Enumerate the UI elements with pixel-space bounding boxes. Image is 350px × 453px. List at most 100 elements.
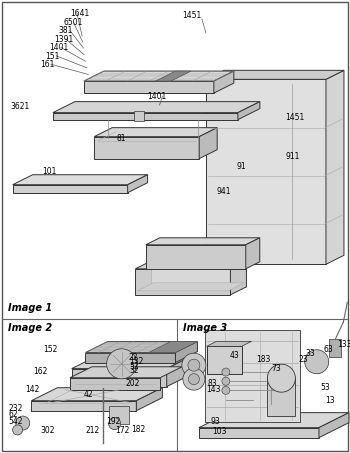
Polygon shape	[326, 70, 344, 264]
Text: 63: 63	[324, 345, 334, 354]
Text: 13: 13	[325, 396, 335, 405]
Polygon shape	[199, 128, 217, 159]
Polygon shape	[230, 261, 246, 295]
Polygon shape	[138, 283, 244, 291]
Text: 143: 143	[206, 385, 221, 394]
Polygon shape	[152, 261, 246, 287]
Polygon shape	[32, 388, 162, 401]
Text: 152: 152	[43, 345, 58, 354]
Polygon shape	[135, 261, 246, 269]
Text: 81: 81	[117, 134, 126, 143]
Polygon shape	[199, 428, 319, 438]
Circle shape	[222, 368, 230, 376]
Circle shape	[222, 386, 230, 395]
Polygon shape	[13, 185, 128, 193]
Text: Image 1: Image 1	[8, 304, 52, 313]
Text: 182: 182	[132, 425, 146, 434]
Polygon shape	[85, 352, 175, 362]
Text: 73: 73	[271, 364, 281, 373]
Text: 32: 32	[130, 366, 139, 375]
Text: 381: 381	[59, 26, 73, 35]
Text: 1391: 1391	[54, 35, 73, 44]
Text: 302: 302	[40, 426, 55, 435]
Polygon shape	[136, 388, 162, 411]
Text: 3621: 3621	[10, 102, 30, 111]
Text: 101: 101	[43, 167, 57, 176]
Circle shape	[267, 364, 295, 392]
Polygon shape	[128, 175, 148, 193]
Text: 22: 22	[128, 352, 138, 361]
Polygon shape	[146, 238, 260, 245]
Polygon shape	[267, 378, 295, 416]
Polygon shape	[155, 71, 191, 81]
Text: Image 2: Image 2	[8, 323, 52, 333]
Bar	[329, 339, 341, 357]
Polygon shape	[199, 413, 349, 428]
Text: 1401: 1401	[49, 43, 69, 52]
Text: 1641: 1641	[70, 9, 89, 18]
Text: 1451: 1451	[182, 10, 201, 19]
Polygon shape	[167, 357, 191, 386]
Text: 132: 132	[129, 357, 144, 366]
Text: 91: 91	[237, 162, 246, 171]
Text: Image 3: Image 3	[183, 323, 227, 333]
Bar	[206, 347, 242, 374]
Polygon shape	[13, 175, 148, 185]
Text: 33: 33	[305, 349, 315, 358]
Bar	[109, 406, 129, 424]
Circle shape	[183, 368, 205, 390]
Circle shape	[182, 353, 206, 377]
Text: 133: 133	[337, 340, 350, 349]
Polygon shape	[146, 245, 246, 269]
Circle shape	[188, 359, 200, 371]
Text: 212: 212	[85, 426, 100, 435]
Polygon shape	[94, 128, 217, 137]
Text: 161: 161	[40, 60, 55, 69]
Polygon shape	[53, 101, 260, 113]
Text: 1401: 1401	[147, 92, 167, 101]
Text: 103: 103	[212, 427, 227, 436]
Polygon shape	[70, 367, 182, 378]
Text: 23: 23	[298, 355, 308, 364]
Text: 202: 202	[126, 379, 140, 388]
Polygon shape	[206, 70, 344, 79]
Polygon shape	[53, 113, 238, 120]
Text: 1451: 1451	[285, 113, 304, 122]
Circle shape	[13, 425, 23, 435]
Text: 62: 62	[8, 410, 18, 419]
Text: 151: 151	[45, 52, 60, 61]
Text: 192: 192	[106, 417, 120, 426]
Text: 941: 941	[216, 187, 231, 196]
Text: 162: 162	[33, 367, 48, 376]
Text: 142: 142	[25, 385, 40, 394]
Text: 52: 52	[130, 362, 139, 371]
Bar	[134, 111, 144, 120]
Text: 232: 232	[8, 404, 22, 413]
Text: 172: 172	[116, 426, 130, 435]
Polygon shape	[205, 331, 300, 423]
Polygon shape	[148, 342, 197, 352]
Text: 542: 542	[8, 417, 23, 426]
Polygon shape	[94, 137, 199, 159]
Circle shape	[16, 416, 30, 430]
Polygon shape	[85, 342, 197, 352]
Text: 83: 83	[207, 379, 217, 388]
Polygon shape	[70, 378, 160, 390]
Polygon shape	[175, 342, 197, 362]
Polygon shape	[72, 357, 191, 369]
Text: 911: 911	[285, 152, 300, 161]
Text: 93: 93	[210, 417, 220, 426]
Circle shape	[108, 418, 121, 429]
Polygon shape	[135, 269, 230, 295]
Circle shape	[188, 374, 199, 385]
Text: 6501: 6501	[63, 18, 83, 27]
Polygon shape	[84, 71, 234, 81]
Polygon shape	[214, 71, 234, 93]
Polygon shape	[319, 413, 349, 438]
Text: 183: 183	[256, 355, 270, 364]
Circle shape	[222, 377, 230, 385]
Text: 53: 53	[320, 383, 330, 392]
Circle shape	[305, 350, 329, 374]
Text: 43: 43	[229, 351, 239, 360]
Polygon shape	[84, 81, 214, 93]
